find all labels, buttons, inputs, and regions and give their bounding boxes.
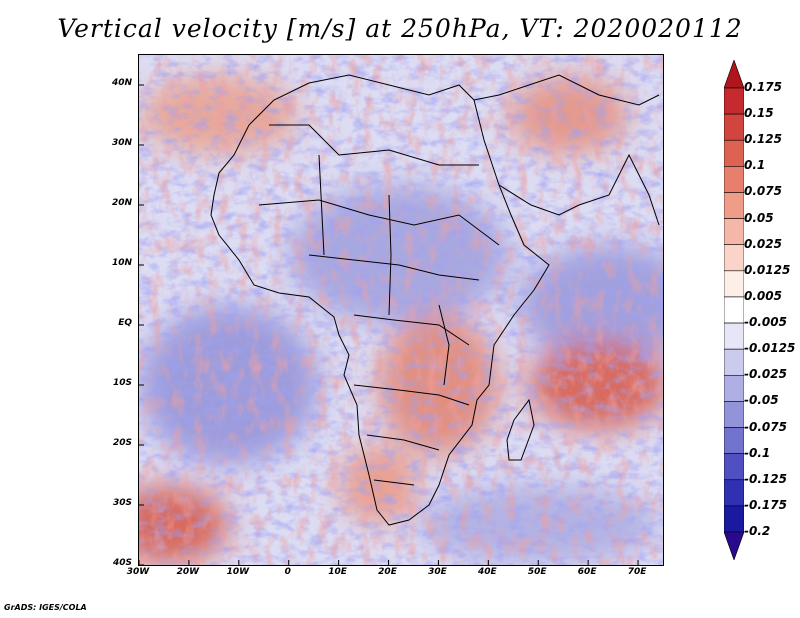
colorbar-label: 0.05 (744, 210, 774, 225)
colorbar-label: -0.0125 (744, 341, 796, 356)
lon-tick-label: 30W (126, 567, 150, 577)
colorbar-label: 0.15 (744, 106, 774, 121)
lat-tick-label: 40N (111, 78, 132, 88)
colorbar-label: 0.1 (744, 158, 766, 173)
plot-title: Vertical velocity [m/s] at 250hPa, VT: 2… (57, 14, 743, 43)
colorbar-swatch (724, 270, 744, 298)
colorbar-label: -0.2 (744, 524, 771, 538)
vertical-velocity-map (139, 55, 663, 565)
colorbar-label: -0.025 (744, 367, 787, 382)
colorbar-label: -0.075 (744, 419, 787, 434)
colorbar-label: 0.0125 (744, 262, 791, 277)
lat-tick-label: 30N (111, 138, 132, 148)
lat-tick-label: 10S (112, 378, 132, 388)
colorbar-swatch (724, 87, 744, 115)
colorbar-swatch (724, 113, 744, 141)
colorbar-swatch (724, 139, 744, 167)
map-panel (138, 54, 664, 566)
lat-tick-label: 20S (112, 438, 132, 448)
lat-tick-label: 10N (111, 258, 132, 268)
colorbar-label: -0.125 (744, 471, 787, 486)
colorbar-swatch (724, 60, 744, 89)
lon-tick-label: 60E (577, 567, 597, 577)
lon-tick-label: 50E (527, 567, 547, 577)
colorbar-swatch (724, 374, 744, 402)
lat-tick-label: EQ (118, 318, 132, 328)
colorbar-swatch (724, 453, 744, 481)
colorbar-swatch (724, 322, 744, 350)
colorbar-swatch (724, 348, 744, 376)
colorbar-swatch (724, 296, 744, 324)
tick-marks (139, 84, 639, 565)
colorbar-label: 0.175 (744, 80, 782, 94)
colorbar-swatch (724, 479, 744, 507)
lat-tick-label: 40S (112, 558, 132, 568)
lon-tick-label: 0 (284, 567, 291, 577)
colorbar-label: -0.175 (744, 497, 787, 512)
colorbar-swatch (724, 166, 744, 193)
lon-tick-label: 70E (627, 567, 647, 577)
colorbar-label: -0.05 (744, 393, 779, 408)
lon-tick-label: 10W (226, 567, 250, 577)
colorbar-label: 0.125 (744, 132, 782, 147)
coastlines (210, 74, 660, 526)
colorbar-swatch (724, 505, 744, 533)
colorbar-swatch (724, 531, 744, 560)
lat-tick-label: 20N (111, 198, 132, 208)
colorbar-label: 0.005 (744, 288, 782, 303)
lon-tick-label: 10E (328, 567, 347, 577)
colorbar-label: -0.1 (744, 445, 771, 460)
colorbar-swatch (724, 401, 744, 428)
lon-tick-label: 20W (176, 567, 200, 577)
field-noise-red (139, 55, 663, 565)
colorbar-label: -0.005 (744, 315, 787, 330)
colorbar-swatch (724, 192, 744, 219)
colorbar-label: 0.075 (744, 184, 782, 199)
colorbar-label: 0.025 (744, 236, 782, 251)
colorbar-swatch (724, 427, 744, 454)
credit-text: GrADS: IGES/COLA (4, 603, 87, 612)
colorbar-swatch (724, 218, 744, 246)
lon-tick-label: 30E (428, 567, 447, 577)
lon-tick-label: 40E (477, 567, 497, 577)
colorbar-swatch (724, 244, 744, 272)
lon-tick-label: 20E (378, 567, 397, 577)
lat-tick-label: 30S (112, 498, 132, 508)
colorbar (724, 60, 744, 560)
